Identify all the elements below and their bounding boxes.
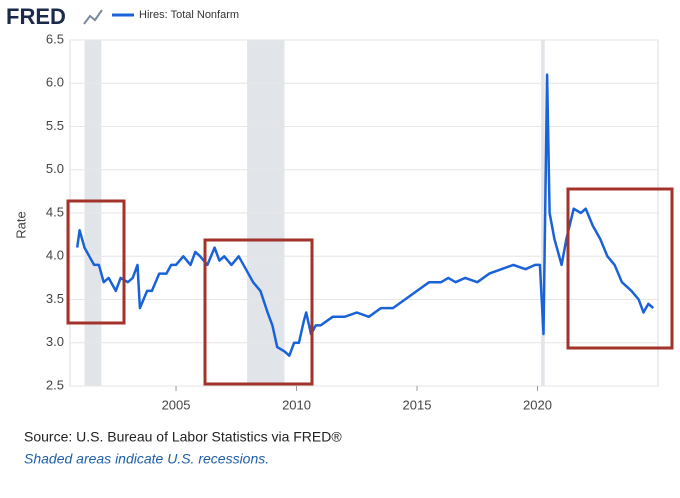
highlight-box: [203, 238, 314, 386]
y-tick-label: 5.5: [46, 118, 64, 133]
x-tick-label: 2005: [162, 397, 191, 412]
y-tick-label: 6.5: [46, 31, 64, 46]
plot: 2.5 3.0 3.5 4.0 4.5 5.0 5.5 6.0 6.5 2005 2010 2015 2…: [46, 31, 659, 412]
y-tick-label: 4.5: [46, 204, 64, 219]
y-tick-label: 2.5: [46, 377, 64, 392]
y-tick-label: 3.0: [46, 334, 64, 349]
source: Source: U.S. Bureau of Labor Statistics …: [24, 429, 342, 445]
series-line: [75, 73, 655, 357]
y-tick-label: 6.0: [46, 75, 64, 90]
y-axis-label: Rate: [13, 211, 28, 238]
x-tick-label: 2015: [403, 397, 432, 412]
logo: FRED: [6, 4, 66, 29]
highlight-box: [566, 187, 674, 350]
y-tick-label: 4.0: [46, 248, 64, 263]
legend-label: Hires: Total Nonfarm: [139, 9, 239, 21]
x-tick-label: 2020: [523, 397, 552, 412]
note: Shaded areas indicate U.S. recessions.: [24, 451, 269, 467]
y-tick-label: 5.0: [46, 161, 64, 176]
y-tick-label: 3.5: [46, 291, 64, 306]
highlight-box: [66, 199, 126, 325]
x-tick-label: 2010: [282, 397, 311, 412]
logo-icon: [83, 9, 103, 25]
